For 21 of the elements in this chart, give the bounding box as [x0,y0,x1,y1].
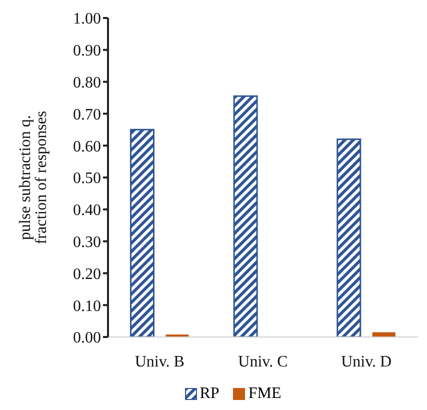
bar [336,138,362,337]
y-tick-label: 1.00 [73,10,101,28]
y-tick-label: 0.90 [73,42,101,60]
x-tick-label: Univ. C [238,353,288,370]
y-tick-label: 0.00 [73,330,101,347]
y-tick-label: 0.30 [73,234,101,251]
bar [372,332,396,337]
bar [130,128,154,337]
y-tick-label: 0.70 [73,106,101,124]
x-tick-label: Univ. B [134,353,184,370]
y-tick-label: 0.50 [73,170,101,188]
y-tick-label: 0.60 [73,138,101,156]
y-tick-label: 0.20 [73,266,101,283]
x-tick-label: Univ. D [341,353,392,370]
y-axis-title: pulse subtraction q. fraction of responses [17,110,50,244]
y-tick-label: 0.10 [73,298,101,315]
legend-label: FME [248,385,282,403]
bar [233,95,258,337]
legend-label: RP [200,385,220,403]
y-tick-label: 0.80 [73,74,101,92]
y-tick-label: 0.40 [73,202,101,220]
